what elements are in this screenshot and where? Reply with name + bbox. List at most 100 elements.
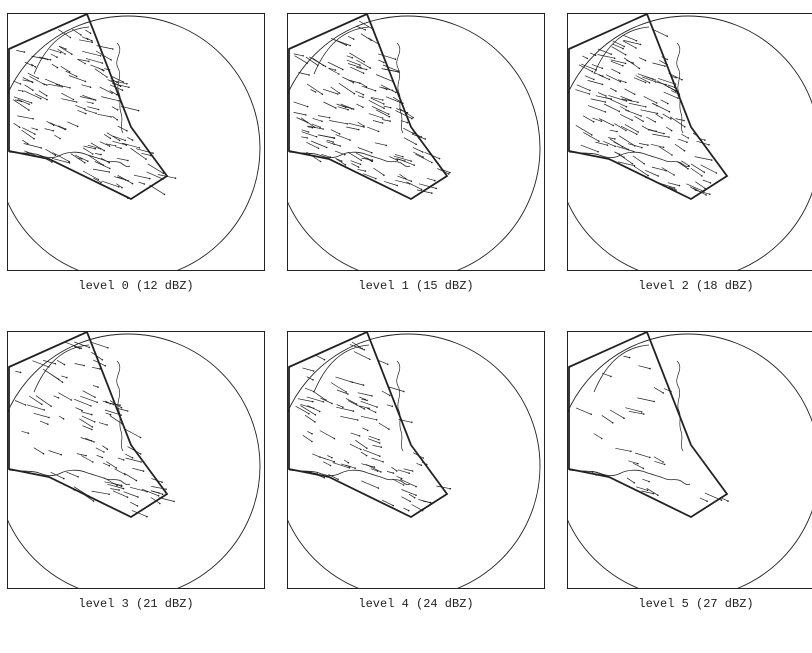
vector-head — [77, 476, 79, 478]
motion-vector — [371, 106, 389, 115]
vector-head — [345, 44, 347, 46]
motion-vector — [609, 129, 618, 132]
motion-vector — [13, 99, 30, 111]
vector-head — [668, 136, 670, 138]
vector-head — [342, 68, 344, 71]
vector-head — [649, 367, 651, 370]
motion-vector — [328, 474, 339, 480]
vector-head — [594, 54, 597, 56]
vector-head — [430, 502, 432, 504]
motion-vector — [334, 150, 345, 156]
motion-vector — [91, 490, 110, 495]
vector-head — [388, 428, 390, 430]
motion-vector — [398, 419, 412, 423]
motion-vector — [645, 76, 653, 80]
motion-vector — [633, 77, 646, 83]
vector-head — [618, 72, 621, 74]
vector-head — [37, 77, 39, 80]
vector-head — [635, 39, 638, 42]
motion-vector — [112, 490, 128, 498]
vector-head — [91, 413, 93, 416]
vector-head — [89, 86, 92, 88]
vector-head — [115, 467, 118, 469]
motion-vector — [381, 390, 390, 396]
vector-head — [99, 368, 101, 370]
motion-vector — [665, 126, 672, 131]
vector-head — [319, 126, 321, 128]
vector-head — [61, 381, 64, 383]
vector-head — [143, 183, 146, 185]
vector-head — [371, 159, 374, 161]
motion-vector — [367, 126, 379, 132]
inland-boundary — [116, 360, 124, 452]
motion-vector — [61, 98, 77, 103]
motion-vector — [356, 59, 371, 69]
radar-panel-2 — [567, 13, 812, 271]
motion-vector — [576, 84, 591, 91]
vector-head — [306, 105, 309, 108]
vector-head — [673, 174, 675, 176]
vector-head — [142, 470, 145, 472]
vector-head — [353, 92, 356, 95]
vector-head — [173, 500, 175, 503]
vector-head — [322, 401, 325, 403]
motion-vector — [379, 86, 387, 90]
vector-head — [601, 83, 604, 86]
vector-head — [396, 184, 398, 187]
vector-head — [30, 152, 32, 155]
vector-head — [661, 117, 663, 119]
motion-vector — [694, 156, 712, 161]
motion-vector — [581, 63, 597, 71]
vector-head — [127, 197, 129, 199]
vector-head — [366, 429, 369, 432]
vector-head — [308, 74, 310, 76]
vector-head — [376, 406, 378, 408]
vector-head — [348, 467, 350, 469]
motion-vector — [356, 103, 364, 108]
motion-vector — [312, 453, 321, 458]
motion-vector — [86, 101, 93, 104]
vector-head — [406, 111, 409, 114]
vector-head — [415, 485, 417, 488]
motion-vector — [132, 467, 144, 472]
vector-head — [329, 464, 332, 467]
vector-head — [351, 56, 354, 59]
motion-vector — [610, 59, 626, 64]
vector-head — [344, 153, 346, 156]
vector-head — [412, 132, 414, 135]
vector-head — [161, 493, 164, 495]
motion-vector — [32, 360, 49, 368]
vector-head — [60, 453, 62, 456]
vector-head — [383, 61, 385, 64]
vector-head — [32, 89, 34, 91]
motion-vector — [332, 462, 350, 469]
motion-vector — [382, 64, 399, 72]
motion-vector — [65, 70, 77, 77]
motion-vector — [58, 29, 71, 38]
vector-head — [648, 480, 650, 483]
radar-range-circle — [287, 333, 541, 589]
motion-vector — [150, 497, 160, 504]
vector-head — [415, 494, 417, 496]
motion-vector — [17, 98, 30, 105]
motion-vector — [17, 89, 23, 92]
motion-vector — [436, 485, 451, 490]
vector-head — [92, 153, 94, 155]
vector-head — [106, 448, 109, 450]
vector-head — [389, 106, 392, 109]
vector-head — [352, 108, 355, 110]
motion-vector — [157, 174, 176, 179]
vector-head — [108, 464, 111, 467]
motion-vector — [365, 463, 382, 473]
motion-vector — [580, 144, 599, 153]
analysis-sector — [8, 331, 169, 519]
vector-head — [149, 177, 151, 180]
motion-vector — [603, 103, 620, 112]
motion-vector — [415, 153, 433, 163]
vector-head — [88, 346, 91, 349]
motion-vector — [403, 137, 417, 145]
motion-vector — [397, 158, 415, 166]
motion-vector — [147, 163, 164, 174]
vector-head — [623, 156, 625, 159]
vector-head — [402, 484, 405, 486]
